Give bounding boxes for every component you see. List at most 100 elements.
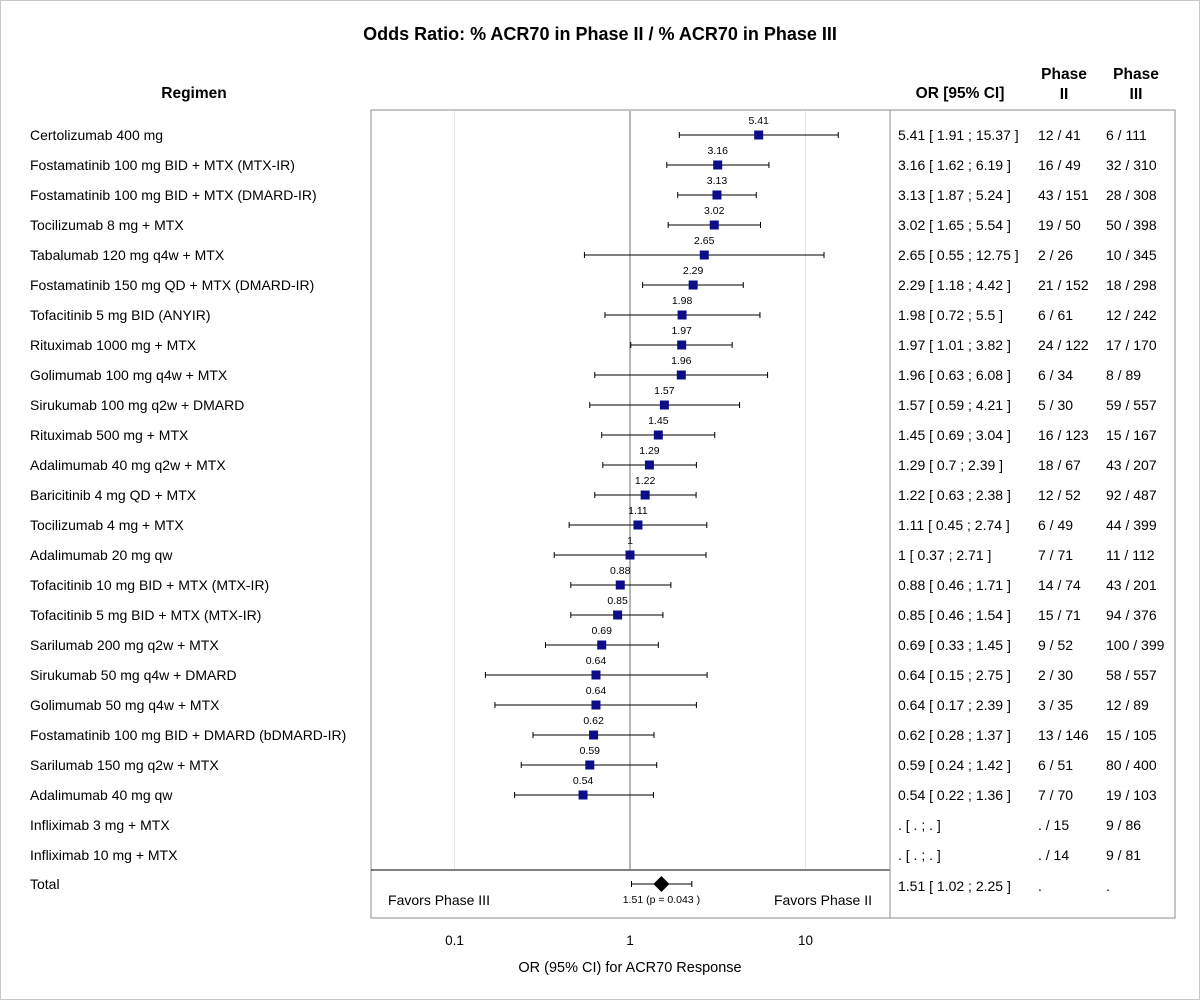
or-value-label: 3.02 [704,205,725,217]
row-phase2-count: 9 / 52 [1038,637,1073,653]
row-phase3-count: 17 / 170 [1106,337,1157,353]
or-value-label: 0.64 [586,685,607,697]
x-axis-ticks: 0.1 1 10 [445,933,813,948]
or-point-marker [615,580,625,590]
or-point-marker [591,670,601,680]
or-point-marker [597,640,607,650]
header-phase2-line1: Phase [1041,66,1087,83]
row-phase3-count: 18 / 298 [1106,277,1157,293]
or-point-marker [591,700,601,710]
row-or-ci-text: 5.41 [ 1.91 ; 15.37 ] [898,127,1019,143]
or-value-label: 3.16 [707,145,728,157]
row-phase2-count: . / 15 [1038,817,1069,833]
or-value-label: 0.62 [583,715,604,727]
row-regimen-label: Adalimumab 40 mg q2w + MTX [30,457,226,473]
row-regimen-label: Tocilizumab 8 mg + MTX [30,217,184,233]
row-phase2-count: 6 / 34 [1038,367,1073,383]
x-axis-title: OR (95% CI) for ACR70 Response [518,960,741,976]
or-value-label: 3.13 [707,175,728,187]
or-value-label: 1.11 [628,505,648,517]
or-point-marker [754,130,764,140]
or-point-marker [709,220,719,230]
row-regimen-label: Tocilizumab 4 mg + MTX [30,517,184,533]
row-phase2-count: 24 / 122 [1038,337,1089,353]
row-or-ci-text: 0.64 [ 0.17 ; 2.39 ] [898,697,1011,713]
or-point-marker [677,310,687,320]
total-row: Total 1.51 [ 1.02 ; 2.25 ]. . 1.51 (p = 0.0… [30,876,1110,906]
row-phase3-count: 92 / 487 [1106,487,1157,503]
or-point-marker [712,190,722,200]
or-value-label: 2.65 [694,235,715,247]
row-regimen-label: Sirukumab 50 mg q4w + DMARD [30,667,237,683]
row-phase2-count: 21 / 152 [1038,277,1089,293]
row-or-ci-text: 0.64 [ 0.15 ; 2.75 ] [898,667,1011,683]
row-phase3-count: 9 / 86 [1106,817,1141,833]
row-or-ci-text: 3.02 [ 1.65 ; 5.54 ] [898,217,1011,233]
row-or-ci-text: 1.96 [ 0.63 ; 6.08 ] [898,367,1011,383]
row-regimen-label: Adalimumab 20 mg qw [30,547,173,563]
row-phase2-count: 16 / 123 [1038,427,1089,443]
row-phase2-count: 3 / 35 [1038,697,1073,713]
or-point-marker [625,550,635,560]
row-phase3-count: 58 / 557 [1106,667,1157,683]
row-phase2-count: 7 / 70 [1038,787,1073,803]
row-or-ci-text: 0.88 [ 0.46 ; 1.71 ] [898,577,1011,593]
row-phase2-count: 13 / 146 [1038,727,1089,743]
row-phase2-count: 12 / 52 [1038,487,1081,503]
or-value-label: 1.97 [671,325,692,337]
row-regimen-label: Fostamatinib 150 mg QD + MTX (DMARD-IR) [30,277,314,293]
row-regimen-label: Tofacitinib 5 mg BID (ANYIR) [30,307,211,323]
or-value-label: 1.96 [671,355,692,367]
row-phase3-count: 9 / 81 [1106,847,1141,863]
row-phase2-count: 18 / 67 [1038,457,1081,473]
row-or-ci-text: 3.13 [ 1.87 ; 5.24 ] [898,187,1011,203]
or-value-label: 1.45 [648,415,669,427]
row-phase3-count: 43 / 201 [1106,577,1157,593]
row-or-ci-text: 1.98 [ 0.72 ; 5.5 ] [898,307,1003,323]
row-phase3-count: 100 / 399 [1106,637,1165,653]
or-point-marker [633,520,643,530]
or-value-label: 1.29 [639,445,660,457]
row-regimen-label: Baricitinib 4 mg QD + MTX [30,487,197,503]
or-value-label: 1 [627,535,633,547]
or-point-marker [676,370,686,380]
row-or-ci-text: 1.29 [ 0.7 ; 2.39 ] [898,457,1003,473]
row-regimen-label: Tofacitinib 5 mg BID + MTX (MTX-IR) [30,607,261,623]
row-phase2-count: 2 / 26 [1038,247,1073,263]
row-regimen-label: Tofacitinib 10 mg BID + MTX (MTX-IR) [30,577,269,593]
row-regimen-label: Fostamatinib 100 mg BID + MTX (DMARD-IR) [30,187,317,203]
total-diamond-marker [653,876,670,892]
row-or-ci-text: 2.65 [ 0.55 ; 12.75 ] [898,247,1019,263]
row-or-ci-text: 2.29 [ 1.18 ; 4.42 ] [898,277,1011,293]
row-regimen-label: Rituximab 1000 mg + MTX [30,337,197,353]
or-point-marker [653,430,663,440]
chart-title: Odds Ratio: % ACR70 in Phase II / % ACR7… [363,24,837,44]
or-value-label: 0.69 [591,625,612,637]
or-point-marker [640,490,650,500]
row-or-ci-text: 1.11 [ 0.45 ; 2.74 ] [898,517,1010,533]
or-value-label: 0.85 [607,595,628,607]
row-or-ci-text: 0.59 [ 0.24 ; 1.42 ] [898,757,1011,773]
or-point-marker [578,790,588,800]
or-value-label: 1.22 [635,475,656,487]
row-regimen-label: Sarilumab 150 mg q2w + MTX [30,757,219,773]
forest-rows: Certolizumab 400 mg 5.41 [ 1.91 ; 15.37 ]… [30,115,1165,863]
x-tick-label: 1 [626,933,634,948]
header-phase3-line2: III [1130,86,1143,103]
row-regimen-label: Adalimumab 40 mg qw [30,787,173,803]
row-phase3-count: 43 / 207 [1106,457,1157,473]
or-value-label: 0.54 [573,775,594,787]
row-phase3-count: 12 / 242 [1106,307,1157,323]
or-point-marker [589,730,599,740]
total-phase2-count: . [1038,878,1042,894]
row-regimen-label: Golimumab 100 mg q4w + MTX [30,367,228,383]
row-regimen-label: Sirukumab 100 mg q2w + DMARD [30,397,244,413]
or-point-marker [713,160,723,170]
total-regimen-label: Total [30,876,60,892]
row-phase2-count: 14 / 74 [1038,577,1081,593]
row-regimen-label: Fostamatinib 100 mg BID + MTX (MTX-IR) [30,157,295,173]
header-regimen: Regimen [161,85,226,102]
row-or-ci-text: 1.22 [ 0.63 ; 2.38 ] [898,487,1011,503]
total-or-label: 1.51 (p = 0.043 ) [623,894,700,906]
row-phase2-count: 12 / 41 [1038,127,1081,143]
